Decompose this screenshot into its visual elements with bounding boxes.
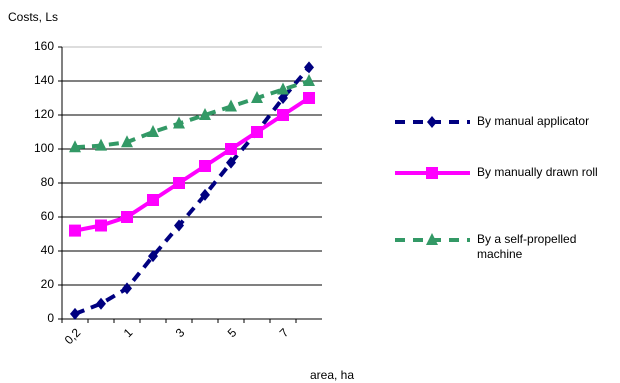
marker — [304, 61, 314, 74]
marker — [69, 140, 81, 153]
marker — [199, 108, 211, 120]
legend-label: By manually drawn roll — [477, 165, 598, 179]
marker — [427, 116, 437, 128]
y-tick-label: 80 — [41, 175, 55, 189]
marker — [95, 219, 107, 232]
marker — [277, 109, 289, 121]
x-tick-label: 3 — [173, 325, 188, 340]
marker — [225, 99, 237, 112]
series-line — [74, 96, 311, 233]
series-line — [74, 66, 311, 316]
marker — [147, 125, 159, 137]
x-tick-label: 0,2 — [62, 325, 84, 347]
marker — [148, 250, 158, 263]
marker — [277, 82, 289, 95]
marker — [173, 116, 185, 129]
marker — [121, 211, 133, 223]
marker — [199, 160, 211, 172]
y-tick-label: 140 — [34, 73, 54, 87]
marker — [121, 135, 133, 148]
marker — [174, 219, 184, 232]
y-tick-label: 60 — [41, 209, 55, 223]
marker — [303, 74, 315, 86]
marker — [173, 177, 185, 189]
marker — [303, 92, 315, 104]
y-tick-label: 20 — [41, 277, 55, 291]
marker — [70, 307, 80, 320]
legend-label: By a self-propelled machine — [477, 232, 577, 261]
marker — [426, 167, 438, 179]
y-axis-title: Costs, Ls — [8, 10, 58, 24]
marker — [226, 156, 236, 169]
y-tick-label: 160 — [34, 39, 54, 53]
marker — [95, 138, 107, 151]
x-tick-label: 7 — [277, 325, 292, 340]
marker — [225, 143, 237, 155]
y-tick-label: 40 — [41, 243, 55, 257]
marker — [96, 297, 106, 310]
y-tick-label: 0 — [47, 311, 54, 325]
y-tick-label: 120 — [34, 107, 54, 121]
x-axis-title: area, ha — [310, 368, 354, 382]
y-tick-label: 100 — [34, 141, 54, 155]
marker — [251, 91, 263, 103]
marker — [147, 194, 159, 206]
marker — [69, 224, 81, 237]
marker — [251, 126, 263, 138]
marker — [278, 92, 288, 104]
series-line — [74, 79, 310, 150]
marker — [426, 233, 438, 245]
x-tick-label: 5 — [225, 325, 240, 340]
legend-label: By manual applicator — [477, 114, 590, 128]
marker — [200, 188, 210, 201]
marker — [122, 282, 132, 295]
x-tick-label: 1 — [121, 325, 136, 340]
